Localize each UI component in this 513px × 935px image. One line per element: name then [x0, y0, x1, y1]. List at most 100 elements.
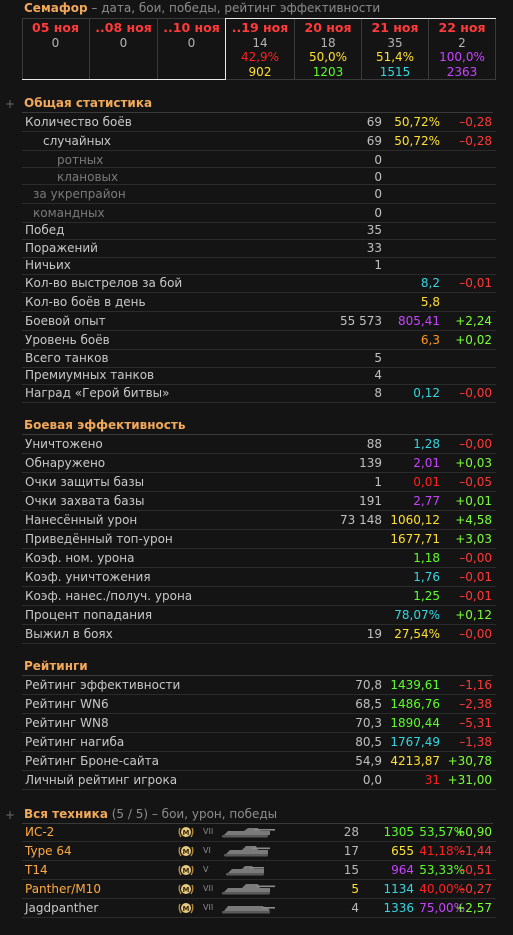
- efficiency-header: Боевая эффективность: [0, 417, 513, 435]
- stat-percent: 6,3: [420, 333, 440, 347]
- date-col: 20 ноя 18 50,0% 1203: [295, 18, 361, 80]
- vehicle-damage: 655: [391, 844, 414, 858]
- semafor-title: Семафор – дата, бои, победы, рейтинг эфф…: [24, 1, 381, 15]
- date-winrate: 51,4%: [375, 50, 415, 64]
- mastery-badge-icon: M: [178, 846, 194, 857]
- vehicle-battles: 28: [343, 825, 359, 839]
- vehicle-name[interactable]: Type 64: [25, 844, 72, 858]
- vehicle-damage: 1336: [383, 901, 414, 915]
- vehicle-winrate: 40,00%: [419, 882, 465, 896]
- stat-value: 19: [366, 627, 382, 641]
- stat-value: 69: [366, 134, 382, 148]
- stat-row: командных 0: [22, 204, 496, 223]
- expand-icon[interactable]: +: [5, 97, 16, 111]
- tank-icon: [226, 866, 264, 876]
- date-col: 21 ноя 35 51,4% 1515: [362, 18, 428, 80]
- vehicle-winrate: 53,33%: [419, 863, 465, 877]
- stat-delta: +2,24: [455, 314, 492, 328]
- rating-score: 1767,49: [390, 735, 440, 749]
- stat-delta: –0,01: [459, 276, 492, 290]
- vehicle-row[interactable]: Panther/M10 M VII 5 1134 40,00% –0,27: [22, 880, 496, 899]
- date-battles: 2: [458, 36, 466, 50]
- vehicle-damage: 1305: [383, 825, 414, 839]
- rating-score: 1486,76: [390, 697, 440, 711]
- vehicle-tier: VI: [203, 846, 211, 855]
- stat-row: клановых 0: [22, 168, 496, 185]
- stat-label: за укрепрайон: [33, 187, 126, 201]
- stat-value: 191: [359, 494, 382, 508]
- date-label: 20 ноя: [304, 20, 352, 35]
- date-winrate: 100,0%: [439, 50, 485, 64]
- vehicle-row[interactable]: Jagdpanther M VII 4 1336 75,00% +2,57: [22, 899, 496, 918]
- date-col: 05 ноя 0: [22, 18, 89, 80]
- date-winrate: 42,9%: [240, 50, 280, 64]
- stat-label: Уровень боёв: [25, 333, 110, 347]
- stat-label: Процент попадания: [25, 608, 153, 622]
- vehicle-tier: V: [203, 865, 209, 874]
- vehicle-row[interactable]: ИС-2 M VII 28 1305 53,57% +0,90: [22, 823, 496, 842]
- date-label: 05 ноя: [32, 20, 79, 35]
- date-efficiency: 2363: [446, 65, 478, 79]
- stat-percent: 50,72%: [394, 115, 440, 129]
- vehicle-delta: +2,57: [455, 901, 492, 915]
- stat-percent: 50,72%: [394, 134, 440, 148]
- stat-delta: –0,00: [459, 627, 492, 641]
- vehicle-name[interactable]: T14: [25, 863, 48, 877]
- stat-label: Коэф. ном. урона: [25, 551, 135, 565]
- stat-percent: 0,12: [413, 386, 440, 400]
- rating-label: Рейтинг Броне-сайта: [25, 754, 160, 768]
- stat-delta: +0,01: [455, 494, 492, 508]
- stat-percent: 1,18: [413, 551, 440, 565]
- date-label: ..19 ноя: [231, 20, 289, 35]
- svg-text:M: M: [183, 867, 190, 875]
- expand-icon[interactable]: +: [5, 808, 16, 822]
- stat-label: Боевой опыт: [25, 314, 106, 328]
- vehicle-row[interactable]: Type 64 M VI 17 655 41,18% –1,44: [22, 842, 496, 861]
- date-winrate: 50,0%: [308, 50, 348, 64]
- rating-delta: –5,31: [459, 716, 492, 730]
- vehicle-damage: 964: [391, 863, 414, 877]
- stat-value: 0: [374, 206, 382, 220]
- section-title: Рейтинги: [24, 659, 88, 673]
- stat-row: за укрепрайон 0: [22, 185, 496, 204]
- vehicle-name[interactable]: Panther/M10: [25, 882, 101, 896]
- stat-label: Ничьих: [25, 258, 71, 272]
- vehicle-tier: VII: [203, 903, 214, 912]
- date-efficiency: 1203: [312, 65, 344, 79]
- semafor-dates: 05 ноя 0 ..08 ноя 0 ..10 ноя 0 ..19 ноя …: [22, 18, 496, 80]
- stat-percent: 1677,71: [390, 532, 440, 546]
- stat-value: 1: [374, 475, 382, 489]
- stat-value: 1: [374, 258, 382, 272]
- stat-percent: 5,8: [420, 295, 440, 309]
- rating-delta: –1,38: [459, 735, 492, 749]
- rating-value: 70,8: [355, 678, 382, 692]
- svg-text:M: M: [183, 848, 190, 856]
- stat-row: Очки защиты базы 1 0,01 –0,05: [22, 473, 496, 492]
- stat-row: Кол-во выстрелов за бой 8,2 –0,01: [22, 274, 496, 293]
- date-battles: 18: [320, 36, 336, 50]
- vehicle-tier: VII: [203, 884, 214, 893]
- vehicle-tier: VII: [203, 827, 214, 836]
- stat-value: 0: [374, 170, 382, 184]
- rating-value: 0,0: [362, 773, 382, 787]
- date-battles: 14: [252, 36, 268, 50]
- date-battles: 0: [187, 36, 196, 50]
- rating-row: Рейтинг Броне-сайта 54,9 4213,87 +30,78: [22, 752, 496, 771]
- stat-label: Коэф. уничтожения: [25, 570, 151, 584]
- stat-row: Выжил в боях 19 27,54% –0,00: [22, 625, 496, 644]
- stat-percent: 8,2: [420, 276, 440, 290]
- tank-icon: [222, 884, 275, 895]
- stat-label: Очки захвата базы: [25, 494, 145, 508]
- vehicle-name[interactable]: ИС-2: [25, 825, 55, 839]
- stat-percent: 2,01: [413, 456, 440, 470]
- stat-delta: –0,00: [459, 386, 492, 400]
- date-efficiency: 902: [248, 65, 272, 79]
- semafor-frame: [22, 18, 496, 80]
- stat-delta: –0,01: [459, 570, 492, 584]
- rating-row: Рейтинг нагиба 80,5 1767,49 –1,38: [22, 733, 496, 752]
- vehicle-winrate: 41,18%: [419, 844, 465, 858]
- vehicle-name[interactable]: Jagdpanther: [25, 901, 99, 915]
- vehicle-row[interactable]: T14 M V 15 964 53,33% –0,51: [22, 861, 496, 880]
- stat-label: Кол-во боёв в день: [25, 295, 146, 309]
- stat-row: Коэф. нанес./получ. урона 1,25 –0,01: [22, 587, 496, 606]
